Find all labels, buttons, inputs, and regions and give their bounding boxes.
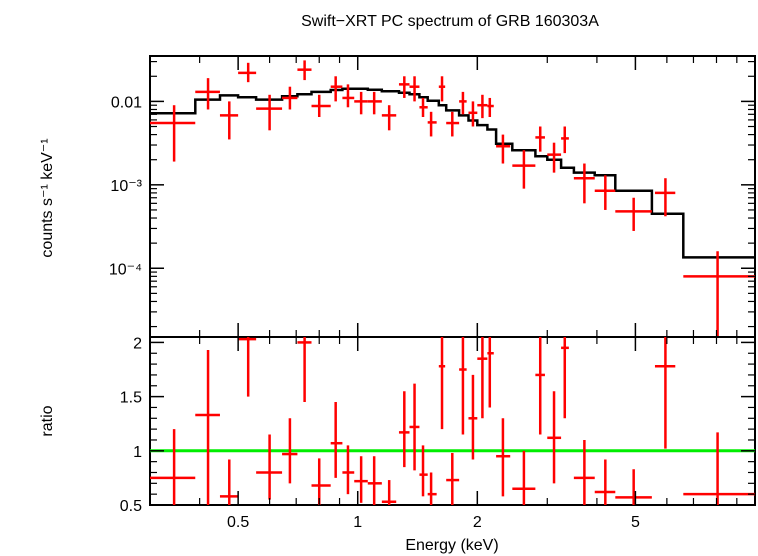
ratio-point-12 xyxy=(367,456,382,505)
ratio-ticks: 0.5 1 1.5 2 xyxy=(120,335,756,515)
model-curve xyxy=(150,87,755,259)
spectrum-point-15 xyxy=(409,76,420,102)
spectrum-point-19 xyxy=(446,111,460,137)
ratio-point-29 xyxy=(573,439,595,505)
ratio-point-6 xyxy=(282,418,298,484)
x-tick-label: 0.5 xyxy=(227,514,249,531)
ratio-point-32 xyxy=(654,337,676,449)
ratio-point-31 xyxy=(615,469,652,505)
ratio-point-27 xyxy=(547,391,562,484)
ratio-point-15 xyxy=(409,383,420,471)
ratio-point-25 xyxy=(512,450,536,505)
spectrum-point-26 xyxy=(535,126,545,152)
y-tick-label: 1 xyxy=(133,444,142,461)
ratio-point-5 xyxy=(256,434,283,500)
ratio-points xyxy=(150,337,755,505)
spectrum-point-2 xyxy=(195,78,220,110)
y-tick-label: 1.5 xyxy=(120,390,142,407)
ratio-point-21 xyxy=(468,374,478,460)
ratio-point-9 xyxy=(330,402,343,478)
y-tick-label: 2 xyxy=(133,335,142,352)
y-axis-label-spectrum: counts s⁻¹ keV⁻¹ xyxy=(39,138,56,257)
ratio-point-33 xyxy=(683,432,755,505)
spectrum-point-13 xyxy=(381,105,397,131)
spectrum-panel: 0.01 10⁻³ 10⁻⁴ counts s⁻¹ keV⁻¹ xyxy=(39,55,756,338)
spectrum-point-4 xyxy=(238,62,257,83)
spectrum-point-6 xyxy=(282,86,298,110)
spectrum-point-29 xyxy=(573,163,595,204)
ratio-point-11 xyxy=(354,456,368,503)
spectrum-point-16 xyxy=(419,97,428,118)
y-tick-label: 10⁻⁴ xyxy=(109,261,142,278)
ratio-point-28 xyxy=(561,337,569,419)
spectrum-point-11 xyxy=(354,91,368,115)
ratio-point-23 xyxy=(487,337,494,408)
x-tick-label: 2 xyxy=(473,514,482,531)
spectrum-point-21 xyxy=(468,101,478,127)
spectrum-point-12 xyxy=(367,91,382,115)
spectrum-point-3 xyxy=(219,101,239,140)
spectrum-ticks: 0.01 10⁻³ 10⁻⁴ xyxy=(109,56,756,337)
spectrum-point-25 xyxy=(512,150,536,189)
ratio-point-16 xyxy=(419,445,428,497)
ratio-point-26 xyxy=(535,337,545,435)
x-tick-label: 1 xyxy=(353,514,362,531)
y-tick-label: 10⁻³ xyxy=(110,178,142,195)
ratio-point-19 xyxy=(446,452,460,505)
ratio-point-22 xyxy=(477,337,488,419)
spectrum-point-17 xyxy=(427,111,437,137)
spectrum-point-18 xyxy=(438,76,446,102)
x-tick-label: 5 xyxy=(631,514,640,531)
spectrum-point-23 xyxy=(487,97,494,118)
ratio-point-17 xyxy=(427,472,437,505)
ratio-point-30 xyxy=(594,459,616,505)
chart-title: Swift−XRT PC spectrum of GRB 160303A xyxy=(301,13,599,30)
ratio-point-18 xyxy=(438,337,446,430)
ratio-point-20 xyxy=(459,337,467,435)
spectrum-point-28 xyxy=(561,126,569,154)
y-axis-label-ratio: ratio xyxy=(39,405,56,436)
spectrum-point-33 xyxy=(683,251,755,337)
ratio-point-24 xyxy=(496,418,511,497)
spectrum-point-8 xyxy=(311,94,331,118)
spectrum-point-5 xyxy=(256,94,283,131)
ratio-point-3 xyxy=(219,459,239,505)
x-tick-labels: 0.5 1 2 5 xyxy=(227,514,640,531)
spectrum-point-30 xyxy=(594,175,616,210)
ratio-point-14 xyxy=(398,391,410,468)
spectrum-point-20 xyxy=(459,91,467,115)
ratio-panel: 0.5 1 1.5 2 ratio xyxy=(39,335,756,515)
model-step-line xyxy=(150,87,755,259)
spectrum-point-10 xyxy=(342,84,355,108)
spectrum-point-31 xyxy=(615,197,652,231)
spectrum-point-7 xyxy=(297,60,312,81)
spectrum-point-9 xyxy=(330,76,343,102)
spectrum-point-22 xyxy=(477,94,488,119)
ratio-point-7 xyxy=(297,337,312,403)
ratio-point-13 xyxy=(381,480,397,505)
spectrum-points xyxy=(150,60,755,337)
ratio-point-4 xyxy=(238,337,257,397)
ratio-point-1 xyxy=(150,429,196,505)
spectrum-point-27 xyxy=(547,142,562,173)
spectrum-point-24 xyxy=(496,134,511,164)
ratio-point-10 xyxy=(342,445,355,495)
ratio-point-2 xyxy=(195,350,220,505)
y-tick-label: 0.5 xyxy=(120,498,142,515)
spectrum-point-1 xyxy=(150,105,196,162)
ratio-point-8 xyxy=(311,458,331,505)
spectrum-point-14 xyxy=(398,76,410,98)
y-tick-label: 0.01 xyxy=(111,94,142,111)
x-axis-label: Energy (keV) xyxy=(405,537,498,554)
spectrum-point-32 xyxy=(654,178,676,217)
